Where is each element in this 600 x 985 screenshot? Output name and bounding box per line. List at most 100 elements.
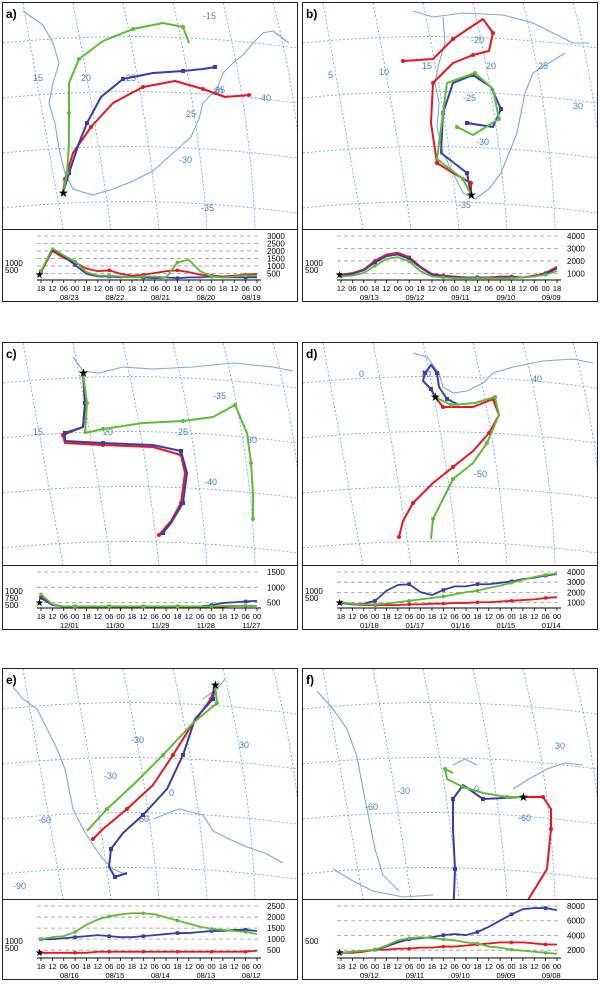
trajectory-green [82, 372, 254, 519]
altitude-marker-green [73, 604, 77, 609]
hour-tick-label: 18 [473, 612, 481, 621]
altitude-tick-label: 4000 [567, 568, 585, 577]
trajectory-blue-marker [429, 387, 433, 391]
hour-tick-label: 06 [60, 284, 68, 293]
trajectory-green-marker [431, 517, 435, 521]
trajectory-green-marker [101, 427, 105, 431]
altitude-marker-red [39, 951, 43, 955]
trajectory-green-marker [451, 477, 455, 481]
date-label: 08/16 [60, 971, 79, 980]
parallel-line [303, 431, 597, 444]
hour-tick-label: 18 [382, 612, 390, 621]
hour-tick-label: 00 [416, 962, 424, 971]
altitude-marker-green [39, 269, 43, 273]
meridian-line [422, 669, 460, 899]
parallel-line [303, 867, 597, 880]
trajectory-blue-marker [465, 121, 469, 125]
hour-tick-label: 06 [196, 612, 204, 621]
start-star-icon: ★ [35, 948, 44, 959]
coastline [22, 10, 290, 196]
altitude-marker-green [107, 273, 112, 278]
date-label: 11/27 [242, 621, 260, 630]
altitude-marker-red [509, 940, 514, 945]
altitude-marker-red [243, 949, 248, 954]
hour-tick-label: 00 [462, 962, 470, 971]
panel-f-label: f) [306, 673, 314, 687]
meridian-line [22, 343, 64, 565]
altitude-marker-green [373, 602, 377, 607]
parallel-line [303, 486, 597, 499]
trajectory-blue-marker [213, 65, 217, 69]
hour-tick-label: 00 [416, 612, 424, 621]
map-grid-label: -90 [13, 881, 26, 891]
altitude-profile-green [40, 247, 257, 279]
altitude-marker-blue [475, 582, 480, 587]
altitude-marker-green [73, 930, 77, 934]
date-label: 09/11 [406, 971, 424, 980]
trajectory-blue [440, 74, 502, 196]
start-altitude-label: 1000 [305, 587, 323, 596]
coastline [12, 678, 284, 876]
altitude-marker-blue [175, 276, 180, 281]
trajectory-green-marker [161, 753, 165, 757]
hour-tick-label: 00 [541, 284, 549, 293]
parallel-line [3, 757, 297, 770]
trajectory-green-marker [181, 25, 185, 29]
hour-tick-label: 00 [553, 962, 561, 971]
hour-tick-label: 06 [151, 284, 159, 293]
hour-tick-label: 00 [207, 962, 215, 971]
map-grid-label: -30 [476, 137, 489, 147]
trajectory-green [62, 22, 190, 194]
trajectory-red-marker [125, 807, 129, 811]
date-label: 08/22 [106, 293, 125, 302]
start-star-icon: ★ [335, 598, 344, 609]
hour-tick-label: 12 [48, 962, 56, 971]
panel-d-label: d) [306, 347, 318, 361]
trajectory-blue-marker [181, 69, 185, 73]
hour-tick-label: 00 [162, 284, 170, 293]
map-grid-label: 5 [328, 70, 333, 80]
map-grid-label: 30 [555, 741, 565, 751]
hour-tick-label: 06 [105, 284, 113, 293]
date-label: 09/10 [451, 971, 470, 980]
hour-tick-label: 18 [173, 612, 181, 621]
meridian-line [522, 669, 556, 899]
hour-tick-label: 06 [530, 284, 538, 293]
trajectory-blue-marker [161, 531, 165, 535]
altitude-marker-blue [407, 257, 412, 261]
start-star-icon: ★ [35, 270, 44, 281]
hour-tick-label: 18 [337, 612, 345, 621]
altitude-marker-green [509, 581, 514, 585]
trajectory-red-marker [441, 405, 445, 409]
map-grid-label: -60 [518, 813, 531, 823]
hour-tick-label: 06 [405, 962, 413, 971]
hour-tick-label: 12 [394, 612, 402, 621]
date-label: 08/23 [60, 293, 79, 302]
map-grid-label: -30 [397, 786, 410, 796]
meridian-line [272, 669, 297, 800]
map-grid-label: 15 [422, 61, 432, 71]
altitude-marker-green [339, 600, 343, 605]
coastline [72, 356, 294, 374]
date-label: 08/19 [242, 293, 261, 302]
trajectory-red-marker [431, 81, 435, 85]
map-grid-label: -30 [104, 771, 117, 781]
hour-tick-label: 12 [94, 612, 102, 621]
altitude-marker-green [475, 276, 480, 281]
hour-tick-label: 18 [173, 962, 181, 971]
hour-tick-label: 06 [241, 612, 249, 621]
date-label: 09/09 [542, 293, 561, 302]
hour-tick-label: 06 [151, 962, 159, 971]
map-grid-label: -30 [179, 155, 192, 165]
hour-tick-label: 00 [116, 612, 124, 621]
date-label: 12/01 [60, 621, 79, 630]
start-altitude-label: 750 [5, 594, 19, 603]
panel-d-map: 02040-50★ [303, 343, 597, 565]
trajectory-red-marker [451, 37, 455, 41]
date-label: 11/28 [197, 621, 215, 630]
parallel-line [3, 702, 297, 715]
hour-tick-label: 12 [485, 612, 493, 621]
trajectory-green-marker [443, 767, 447, 771]
